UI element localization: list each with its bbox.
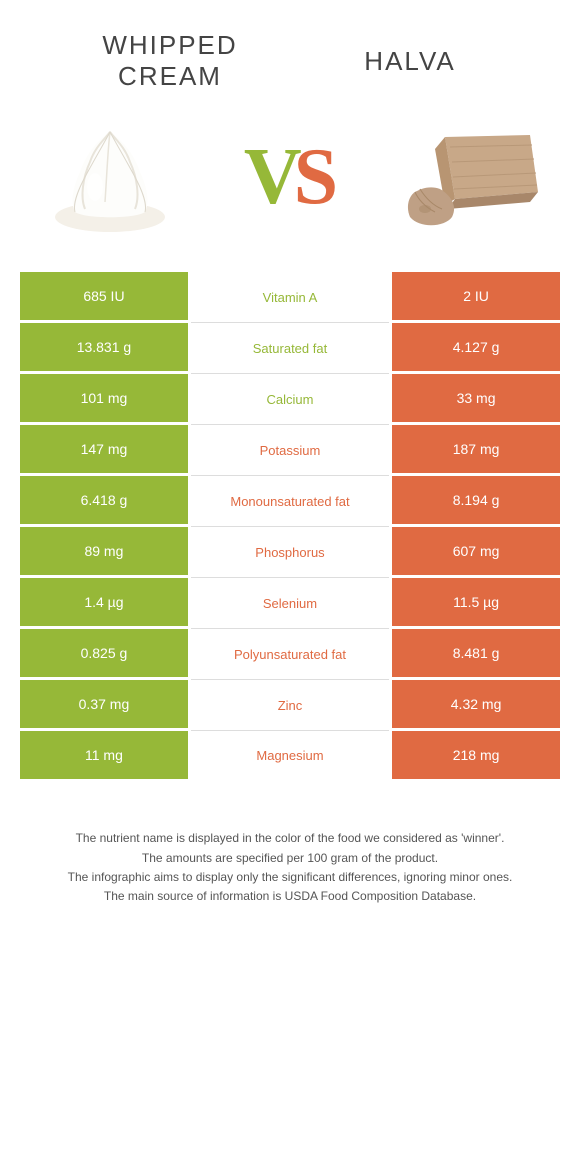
footnotes: The nutrient name is displayed in the co… [20, 829, 560, 906]
table-row: 1.4 µgSelenium11.5 µg [20, 578, 560, 629]
whipped-cream-icon [30, 112, 190, 242]
table-row: 89 mgPhosphorus607 mg [20, 527, 560, 578]
vs-v: V [244, 132, 300, 223]
table-row: 11 mgMagnesium218 mg [20, 731, 560, 779]
footnote-line: The main source of information is USDA F… [30, 887, 550, 906]
right-food-title: HALVA [290, 46, 530, 77]
left-value: 147 mg [20, 425, 191, 476]
table-row: 0.37 mgZinc4.32 mg [20, 680, 560, 731]
footnote-line: The amounts are specified per 100 gram o… [30, 849, 550, 868]
table-row: 6.418 gMonounsaturated fat8.194 g [20, 476, 560, 527]
right-value: 8.481 g [389, 629, 560, 680]
vs-label: V S [244, 132, 336, 223]
right-value: 607 mg [389, 527, 560, 578]
right-value: 33 mg [389, 374, 560, 425]
title-row: WHIPPED CREAM HALVA [20, 20, 560, 102]
right-value: 218 mg [389, 731, 560, 779]
table-row: 101 mgCalcium33 mg [20, 374, 560, 425]
table-row: 0.825 gPolyunsaturated fat8.481 g [20, 629, 560, 680]
nutrient-name: Vitamin A [191, 272, 389, 323]
nutrient-name: Phosphorus [191, 527, 389, 578]
halva-icon [390, 112, 550, 242]
left-value: 685 IU [20, 272, 191, 323]
right-value: 4.127 g [389, 323, 560, 374]
nutrient-name: Monounsaturated fat [191, 476, 389, 527]
left-value: 0.825 g [20, 629, 191, 680]
nutrient-name: Polyunsaturated fat [191, 629, 389, 680]
left-value: 11 mg [20, 731, 191, 779]
table-row: 13.831 gSaturated fat4.127 g [20, 323, 560, 374]
table-row: 685 IUVitamin A2 IU [20, 272, 560, 323]
footnote-line: The nutrient name is displayed in the co… [30, 829, 550, 848]
table-row: 147 mgPotassium187 mg [20, 425, 560, 476]
nutrient-name: Calcium [191, 374, 389, 425]
left-value: 101 mg [20, 374, 191, 425]
hero-row: V S [20, 102, 560, 272]
footnote-line: The infographic aims to display only the… [30, 868, 550, 887]
right-value: 2 IU [389, 272, 560, 323]
right-value: 11.5 µg [389, 578, 560, 629]
left-food-title: WHIPPED CREAM [50, 30, 290, 92]
nutrient-table: 685 IUVitamin A2 IU13.831 gSaturated fat… [20, 272, 560, 779]
nutrient-name: Selenium [191, 578, 389, 629]
right-value: 8.194 g [389, 476, 560, 527]
nutrient-name: Zinc [191, 680, 389, 731]
infographic-page: WHIPPED CREAM HALVA V S [0, 0, 580, 946]
nutrient-name: Magnesium [191, 731, 389, 779]
left-value: 13.831 g [20, 323, 191, 374]
vs-s: S [294, 132, 337, 223]
right-value: 4.32 mg [389, 680, 560, 731]
left-value: 6.418 g [20, 476, 191, 527]
left-value: 1.4 µg [20, 578, 191, 629]
nutrient-name: Saturated fat [191, 323, 389, 374]
left-value: 89 mg [20, 527, 191, 578]
left-value: 0.37 mg [20, 680, 191, 731]
right-value: 187 mg [389, 425, 560, 476]
nutrient-name: Potassium [191, 425, 389, 476]
